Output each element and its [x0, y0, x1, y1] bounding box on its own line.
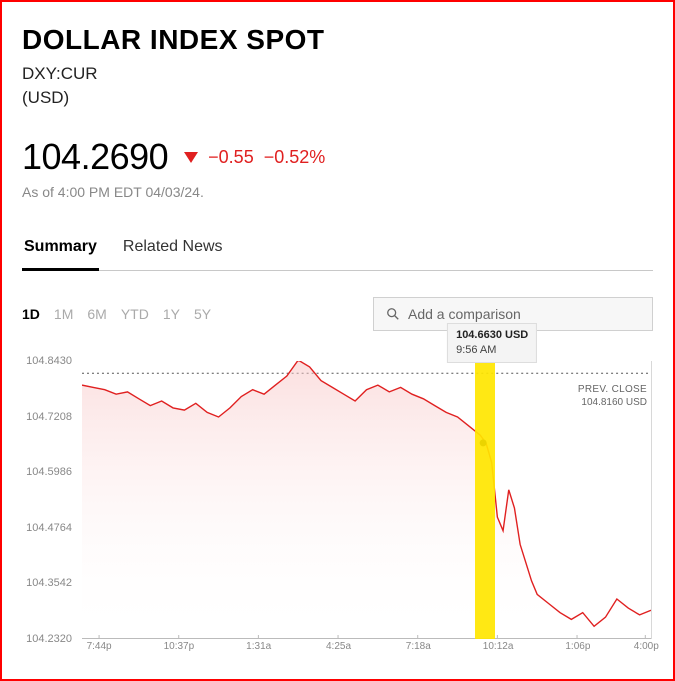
chart-plot-area[interactable]: 104.6630 USD 9:56 AM PREV. CLOSE 104.816…	[82, 361, 652, 639]
currency-label: (USD)	[22, 88, 653, 108]
y-tick-label: 104.7208	[26, 411, 72, 423]
y-axis-labels: 104.8430104.7208104.5986104.4764104.3542…	[22, 361, 78, 639]
last-price: 104.2690	[22, 136, 168, 178]
change-percent: −0.52%	[264, 147, 326, 168]
range-1m[interactable]: 1M	[54, 306, 73, 322]
page-title: DOLLAR INDEX SPOT	[22, 24, 653, 56]
price-row: 104.2690 −0.55 −0.52%	[22, 136, 653, 178]
x-tick-label: 7:44p	[87, 641, 112, 652]
tooltip-time: 9:56 AM	[456, 343, 528, 358]
prev-close-label: PREV. CLOSE 104.8160 USD	[578, 381, 647, 411]
y-tick-label: 104.5986	[26, 466, 72, 478]
chart-controls-row: 1D 1M 6M YTD 1Y 5Y Add a comparison	[22, 297, 653, 331]
widget-frame: DOLLAR INDEX SPOT DXY:CUR (USD) 104.2690…	[0, 0, 675, 681]
search-icon	[386, 307, 400, 321]
tab-bar: Summary Related News	[22, 228, 653, 271]
price-chart[interactable]: 104.8430104.7208104.5986104.4764104.3542…	[22, 361, 652, 661]
prev-close-caption: PREV. CLOSE	[578, 383, 647, 396]
range-1y[interactable]: 1Y	[163, 306, 180, 322]
range-5y[interactable]: 5Y	[194, 306, 211, 322]
chart-tooltip: 104.6630 USD 9:56 AM	[447, 323, 537, 363]
change-points: −0.55	[208, 147, 254, 168]
x-tick-label: 10:37p	[164, 641, 195, 652]
x-tick-label: 4:00p	[634, 641, 659, 652]
down-triangle-icon	[184, 152, 198, 163]
y-tick-label: 104.8430	[26, 355, 72, 367]
x-tick-label: 7:18a	[406, 641, 431, 652]
tab-related-news[interactable]: Related News	[121, 228, 225, 271]
prev-close-value: 104.8160 USD	[578, 396, 647, 409]
ticker-symbol: DXY:CUR	[22, 64, 653, 84]
tab-summary[interactable]: Summary	[22, 228, 99, 271]
y-tick-label: 104.4764	[26, 522, 72, 534]
range-1d[interactable]: 1D	[22, 306, 40, 322]
as-of-timestamp: As of 4:00 PM EDT 04/03/24.	[22, 184, 653, 200]
x-tick-label: 4:25a	[326, 641, 351, 652]
x-axis-labels: 7:44p10:37p1:31a4:25a7:18a10:12a1:06p4:0…	[82, 641, 652, 661]
tooltip-value: 104.6630 USD	[456, 328, 528, 343]
range-selector: 1D 1M 6M YTD 1Y 5Y	[22, 306, 211, 322]
x-tick-label: 1:06p	[565, 641, 590, 652]
x-tick-label: 10:12a	[483, 641, 514, 652]
y-tick-label: 104.2320	[26, 633, 72, 645]
add-comparison-placeholder: Add a comparison	[408, 306, 521, 322]
range-ytd[interactable]: YTD	[121, 306, 149, 322]
x-tick-label: 1:31a	[246, 641, 271, 652]
y-tick-label: 104.3542	[26, 577, 72, 589]
range-6m[interactable]: 6M	[87, 306, 106, 322]
chart-svg	[82, 361, 651, 639]
